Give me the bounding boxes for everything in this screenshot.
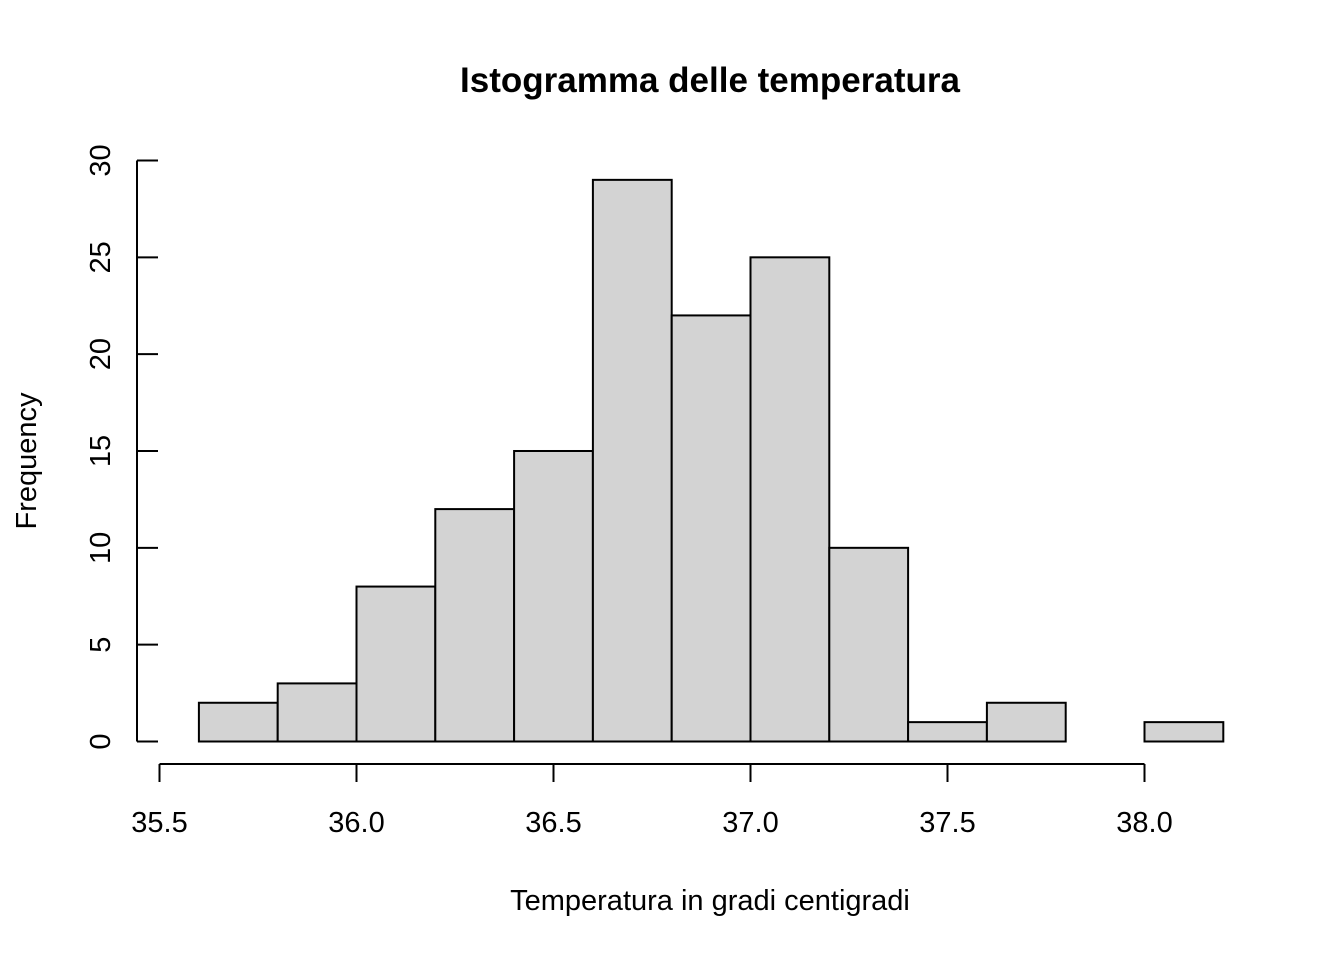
bars-group [197, 178, 1225, 743]
histogram-bar-2 [355, 585, 437, 743]
x-tick-label-5: 38.0 [1116, 807, 1172, 839]
x-tick-label-3: 37.0 [722, 807, 778, 839]
x-axis: 35.5 36.0 36.5 37.0 37.5 38.0 [131, 763, 1173, 839]
histogram-bar-8 [828, 546, 910, 743]
x-axis-label: Temperatura in gradi centigradi [510, 885, 910, 917]
histogram-bar-3 [434, 508, 516, 743]
histogram-bar-10 [985, 701, 1067, 743]
histogram-bar-4 [513, 449, 594, 743]
y-tick-label-1: 5 [85, 637, 117, 653]
histogram-bar-9 [907, 721, 988, 743]
y-tick-label-6: 30 [85, 144, 117, 176]
histogram-bar-6 [670, 314, 752, 743]
histogram-bar-5 [591, 178, 673, 743]
y-axis-label: Frequency [11, 392, 43, 530]
y-tick-label-0: 0 [85, 733, 117, 749]
x-tick-label-2: 36.5 [525, 807, 581, 839]
y-tick-label-2: 10 [85, 532, 117, 564]
x-tick-label-1: 36.0 [328, 807, 384, 839]
histogram-bar-7 [749, 256, 831, 743]
chart-title: Istogramma delle temperatura [460, 61, 960, 100]
y-axis: 0 5 10 15 20 25 30 [85, 144, 158, 750]
y-tick-label-3: 15 [85, 435, 117, 467]
x-tick-label-0: 35.5 [131, 807, 187, 839]
histogram-bar-12 [1143, 721, 1225, 743]
x-tick-label-4: 37.5 [919, 807, 975, 839]
y-tick-label-4: 20 [85, 338, 117, 370]
histogram-bar-0 [197, 701, 279, 743]
y-tick-label-5: 25 [85, 241, 117, 273]
histogram-bar-1 [276, 682, 358, 743]
